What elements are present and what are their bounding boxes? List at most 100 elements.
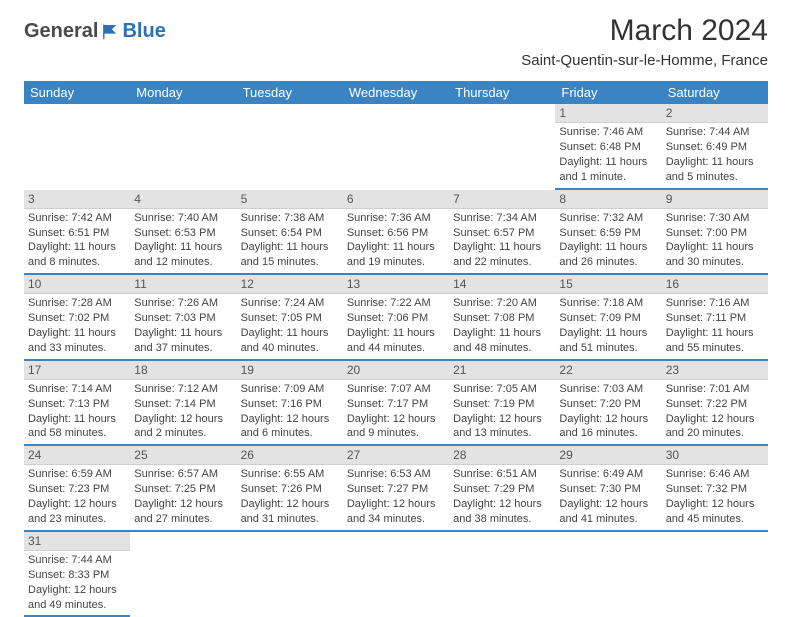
day-number: 15 xyxy=(555,275,661,294)
sunset-line: Sunset: 7:05 PM xyxy=(241,311,339,326)
calendar-cell: 18Sunrise: 7:12 AMSunset: 7:14 PMDayligh… xyxy=(130,361,236,447)
sunset-line: Sunset: 6:59 PM xyxy=(559,226,657,241)
calendar-cell: 23Sunrise: 7:01 AMSunset: 7:22 PMDayligh… xyxy=(662,361,768,447)
daylight-line: Daylight: 11 hours and 33 minutes. xyxy=(28,326,126,356)
calendar-cell: 7Sunrise: 7:34 AMSunset: 6:57 PMDaylight… xyxy=(449,190,555,276)
daylight-line: Daylight: 11 hours and 1 minute. xyxy=(559,155,657,185)
sunset-line: Sunset: 8:33 PM xyxy=(28,568,126,583)
daylight-line: Daylight: 11 hours and 22 minutes. xyxy=(453,240,551,270)
calendar-cell: 24Sunrise: 6:59 AMSunset: 7:23 PMDayligh… xyxy=(24,446,130,532)
sunrise-line: Sunrise: 7:07 AM xyxy=(347,382,445,397)
day-number: 4 xyxy=(130,190,236,209)
day-body: Sunrise: 7:40 AMSunset: 6:53 PMDaylight:… xyxy=(130,209,236,275)
daylight-line: Daylight: 11 hours and 30 minutes. xyxy=(666,240,764,270)
day-number: 19 xyxy=(237,361,343,380)
weekday-header: Thursday xyxy=(449,81,555,104)
calendar-cell: 19Sunrise: 7:09 AMSunset: 7:16 PMDayligh… xyxy=(237,361,343,447)
sunset-line: Sunset: 7:02 PM xyxy=(28,311,126,326)
daylight-line: Daylight: 11 hours and 12 minutes. xyxy=(134,240,232,270)
day-body: Sunrise: 7:44 AMSunset: 8:33 PMDaylight:… xyxy=(24,551,130,617)
day-body: Sunrise: 7:22 AMSunset: 7:06 PMDaylight:… xyxy=(343,294,449,360)
calendar-cell: 28Sunrise: 6:51 AMSunset: 7:29 PMDayligh… xyxy=(449,446,555,532)
weekday-header: Sunday xyxy=(24,81,130,104)
calendar-cell: 21Sunrise: 7:05 AMSunset: 7:19 PMDayligh… xyxy=(449,361,555,447)
day-body: Sunrise: 7:12 AMSunset: 7:14 PMDaylight:… xyxy=(130,380,236,446)
sunrise-line: Sunrise: 6:51 AM xyxy=(453,467,551,482)
day-body: Sunrise: 6:49 AMSunset: 7:30 PMDaylight:… xyxy=(555,465,661,531)
sunrise-line: Sunrise: 7:22 AM xyxy=(347,296,445,311)
sunrise-line: Sunrise: 6:53 AM xyxy=(347,467,445,482)
sunset-line: Sunset: 7:11 PM xyxy=(666,311,764,326)
daylight-line: Daylight: 11 hours and 19 minutes. xyxy=(347,240,445,270)
day-number: 1 xyxy=(555,104,661,123)
calendar-cell: 16Sunrise: 7:16 AMSunset: 7:11 PMDayligh… xyxy=(662,275,768,361)
day-number: 17 xyxy=(24,361,130,380)
sunrise-line: Sunrise: 7:18 AM xyxy=(559,296,657,311)
day-body: Sunrise: 7:28 AMSunset: 7:02 PMDaylight:… xyxy=(24,294,130,360)
daylight-line: Daylight: 11 hours and 48 minutes. xyxy=(453,326,551,356)
day-number: 22 xyxy=(555,361,661,380)
weekday-header: Monday xyxy=(130,81,236,104)
calendar-cell: 15Sunrise: 7:18 AMSunset: 7:09 PMDayligh… xyxy=(555,275,661,361)
day-number: 21 xyxy=(449,361,555,380)
day-body: Sunrise: 6:53 AMSunset: 7:27 PMDaylight:… xyxy=(343,465,449,531)
calendar-cell: 3Sunrise: 7:42 AMSunset: 6:51 PMDaylight… xyxy=(24,190,130,276)
calendar-cell: 29Sunrise: 6:49 AMSunset: 7:30 PMDayligh… xyxy=(555,446,661,532)
calendar-cell: 8Sunrise: 7:32 AMSunset: 6:59 PMDaylight… xyxy=(555,190,661,276)
day-number: 2 xyxy=(662,104,768,123)
daylight-line: Daylight: 12 hours and 13 minutes. xyxy=(453,412,551,442)
sunset-line: Sunset: 7:13 PM xyxy=(28,397,126,412)
sunset-line: Sunset: 7:08 PM xyxy=(453,311,551,326)
calendar-cell: 31Sunrise: 7:44 AMSunset: 8:33 PMDayligh… xyxy=(24,532,130,617)
sunset-line: Sunset: 6:54 PM xyxy=(241,226,339,241)
day-body: Sunrise: 7:05 AMSunset: 7:19 PMDaylight:… xyxy=(449,380,555,446)
sunrise-line: Sunrise: 7:34 AM xyxy=(453,211,551,226)
calendar-cell: 9Sunrise: 7:30 AMSunset: 7:00 PMDaylight… xyxy=(662,190,768,276)
daylight-line: Daylight: 12 hours and 16 minutes. xyxy=(559,412,657,442)
sunrise-line: Sunrise: 7:16 AM xyxy=(666,296,764,311)
sunset-line: Sunset: 7:16 PM xyxy=(241,397,339,412)
sunset-line: Sunset: 7:19 PM xyxy=(453,397,551,412)
day-number: 23 xyxy=(662,361,768,380)
sunset-line: Sunset: 6:48 PM xyxy=(559,140,657,155)
sunrise-line: Sunrise: 7:44 AM xyxy=(28,553,126,568)
day-number: 31 xyxy=(24,532,130,551)
daylight-line: Daylight: 12 hours and 41 minutes. xyxy=(559,497,657,527)
daylight-line: Daylight: 11 hours and 26 minutes. xyxy=(559,240,657,270)
calendar-cell xyxy=(237,104,343,190)
sunrise-line: Sunrise: 7:44 AM xyxy=(666,125,764,140)
daylight-line: Daylight: 12 hours and 27 minutes. xyxy=(134,497,232,527)
sunset-line: Sunset: 7:26 PM xyxy=(241,482,339,497)
weekday-header: Tuesday xyxy=(237,81,343,104)
calendar-cell: 11Sunrise: 7:26 AMSunset: 7:03 PMDayligh… xyxy=(130,275,236,361)
day-number: 16 xyxy=(662,275,768,294)
day-body: Sunrise: 7:20 AMSunset: 7:08 PMDaylight:… xyxy=(449,294,555,360)
day-body: Sunrise: 7:01 AMSunset: 7:22 PMDaylight:… xyxy=(662,380,768,446)
day-number: 7 xyxy=(449,190,555,209)
day-number: 10 xyxy=(24,275,130,294)
calendar-cell: 4Sunrise: 7:40 AMSunset: 6:53 PMDaylight… xyxy=(130,190,236,276)
sunrise-line: Sunrise: 7:26 AM xyxy=(134,296,232,311)
daylight-line: Daylight: 11 hours and 8 minutes. xyxy=(28,240,126,270)
flag-icon xyxy=(102,23,120,41)
daylight-line: Daylight: 12 hours and 31 minutes. xyxy=(241,497,339,527)
day-number: 6 xyxy=(343,190,449,209)
calendar-cell: 26Sunrise: 6:55 AMSunset: 7:26 PMDayligh… xyxy=(237,446,343,532)
day-number: 9 xyxy=(662,190,768,209)
calendar-cell xyxy=(343,104,449,190)
day-body: Sunrise: 6:57 AMSunset: 7:25 PMDaylight:… xyxy=(130,465,236,531)
daylight-line: Daylight: 11 hours and 5 minutes. xyxy=(666,155,764,185)
sunrise-line: Sunrise: 6:57 AM xyxy=(134,467,232,482)
day-body: Sunrise: 6:55 AMSunset: 7:26 PMDaylight:… xyxy=(237,465,343,531)
sunset-line: Sunset: 7:03 PM xyxy=(134,311,232,326)
day-body: Sunrise: 7:36 AMSunset: 6:56 PMDaylight:… xyxy=(343,209,449,275)
calendar-cell xyxy=(130,104,236,190)
day-number: 24 xyxy=(24,446,130,465)
daylight-line: Daylight: 12 hours and 23 minutes. xyxy=(28,497,126,527)
calendar-cell: 2Sunrise: 7:44 AMSunset: 6:49 PMDaylight… xyxy=(662,104,768,190)
day-body: Sunrise: 7:32 AMSunset: 6:59 PMDaylight:… xyxy=(555,209,661,275)
day-body: Sunrise: 6:51 AMSunset: 7:29 PMDaylight:… xyxy=(449,465,555,531)
logo-text-1: General xyxy=(24,20,98,43)
day-body: Sunrise: 6:59 AMSunset: 7:23 PMDaylight:… xyxy=(24,465,130,531)
calendar-cell xyxy=(237,532,343,617)
